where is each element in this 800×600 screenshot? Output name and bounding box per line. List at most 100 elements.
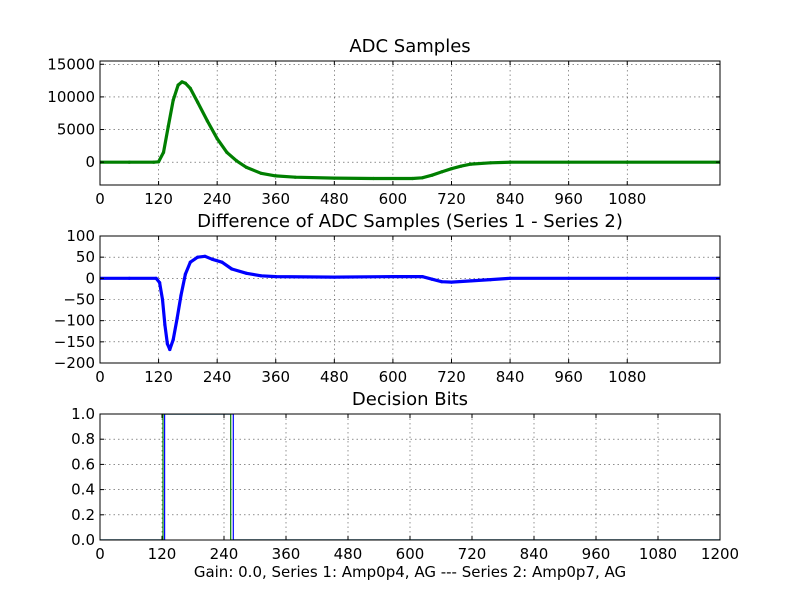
plot-area [100, 254, 720, 352]
data-point [154, 276, 158, 280]
x-tick-label-600: 600 [379, 368, 408, 386]
x-tick-label-960: 960 [554, 190, 583, 208]
x-tick-label-720: 720 [437, 368, 466, 386]
x-tick-label-1080: 1080 [608, 368, 646, 386]
data-point [235, 159, 239, 163]
data-point [220, 260, 224, 264]
data-point [567, 276, 571, 280]
data-point [259, 171, 263, 175]
y-tick-label-0-6: 0.6 [71, 455, 95, 473]
x-tick-label-1080: 1080 [639, 545, 677, 563]
data-point [449, 280, 454, 284]
data-point [176, 83, 180, 87]
data-point [175, 317, 179, 321]
x-tick-label-600: 600 [396, 545, 425, 563]
data-point [196, 100, 200, 104]
data-point [391, 275, 395, 279]
data-point [274, 174, 278, 178]
data-point [410, 176, 414, 181]
data-point [215, 137, 219, 141]
x-tick-label-840: 840 [496, 368, 525, 386]
data-point [171, 98, 175, 102]
y-tick-label-1: 1.0 [71, 405, 95, 423]
data-point [625, 276, 629, 280]
chart-panel-3: Decision Bits 0 120 240 360 480 600 720 840 960 10… [71, 389, 739, 563]
y-tick-label-0-4: 0.4 [71, 481, 95, 499]
data-point [508, 160, 512, 164]
data-point [459, 164, 463, 168]
chart-title: Decision Bits [352, 389, 468, 410]
chart-title: ADC Samples [349, 36, 470, 57]
data-point [183, 272, 187, 276]
data-point [489, 278, 493, 282]
chart-title: Difference of ADC Samples (Series 1 - Se… [197, 211, 623, 232]
data-point [449, 167, 454, 171]
data-point [196, 255, 200, 259]
data-point [440, 280, 444, 284]
data-point [210, 257, 214, 261]
chart-panel-1: ADC Samples 0 120 240 360 480 600 720 840 960 1080… [47, 36, 721, 208]
data-point [230, 267, 234, 271]
data-point [625, 160, 629, 164]
data-point [332, 176, 336, 180]
series-line-1 [100, 80, 720, 181]
y-tick-label-150: −150 [54, 333, 95, 351]
x-tick-label-960: 960 [582, 545, 611, 563]
x-tick-label-240: 240 [210, 545, 239, 563]
data-point [244, 271, 249, 275]
data-point [371, 176, 375, 181]
x-tick-label-360: 360 [272, 545, 301, 563]
data-point [430, 173, 434, 177]
data-point [293, 175, 297, 179]
data-point [203, 254, 207, 258]
y-tick-label-100: 100 [66, 227, 95, 245]
data-point [161, 150, 166, 154]
x-tick-label-240: 240 [203, 190, 232, 208]
data-point [183, 81, 187, 85]
figure-caption: Gain: 0.0, Series 1: Amp0p4, AG --- Seri… [194, 563, 626, 581]
x-tick-label-120: 120 [144, 190, 173, 208]
y-tick-label-200: −200 [54, 354, 95, 372]
y-tick-label-0: 0 [85, 269, 95, 287]
y-tick-label-0-2: 0.2 [71, 506, 95, 524]
y-tick-label-5000: 5000 [57, 121, 95, 139]
data-point [188, 260, 192, 264]
data-point [567, 160, 571, 164]
data-point [430, 277, 434, 281]
y-tick-label-15000: 15000 [47, 55, 95, 73]
data-point [163, 323, 167, 327]
data-point [420, 275, 424, 279]
x-tick-label-0: 0 [95, 545, 105, 563]
data-point [168, 347, 172, 352]
y-tick-label-0-8: 0.8 [71, 430, 95, 448]
data-point [152, 160, 156, 164]
data-point [244, 165, 249, 169]
data-point [469, 279, 473, 283]
x-tick-label-480: 480 [320, 368, 349, 386]
plot-area [100, 80, 720, 181]
x-tick-label-1200: 1200 [701, 545, 739, 563]
data-point [166, 124, 170, 128]
x-tick-label-360: 360 [261, 190, 290, 208]
x-tick-label-960: 960 [554, 368, 583, 386]
data-point [160, 297, 165, 302]
chart-panel-2: Difference of ADC Samples (Series 1 - Se… [54, 211, 721, 386]
data-point [179, 293, 183, 297]
data-point [127, 160, 131, 164]
data-point [165, 342, 169, 346]
y-tick-label-10000: 10000 [47, 88, 95, 106]
x-tick-label-720: 720 [458, 545, 487, 563]
x-tick-label-840: 840 [520, 545, 549, 563]
x-tick-label-120: 120 [148, 545, 177, 563]
x-tick-label-600: 600 [379, 190, 408, 208]
data-point [489, 161, 493, 165]
data-point [188, 86, 192, 90]
x-tick-label-1080: 1080 [608, 190, 646, 208]
x-tick-label-240: 240 [203, 368, 232, 386]
x-tick-label-840: 840 [496, 190, 525, 208]
data-point [180, 80, 184, 84]
y-tick-label-50: −50 [63, 291, 95, 309]
data-point [420, 176, 424, 180]
data-point [332, 275, 336, 279]
